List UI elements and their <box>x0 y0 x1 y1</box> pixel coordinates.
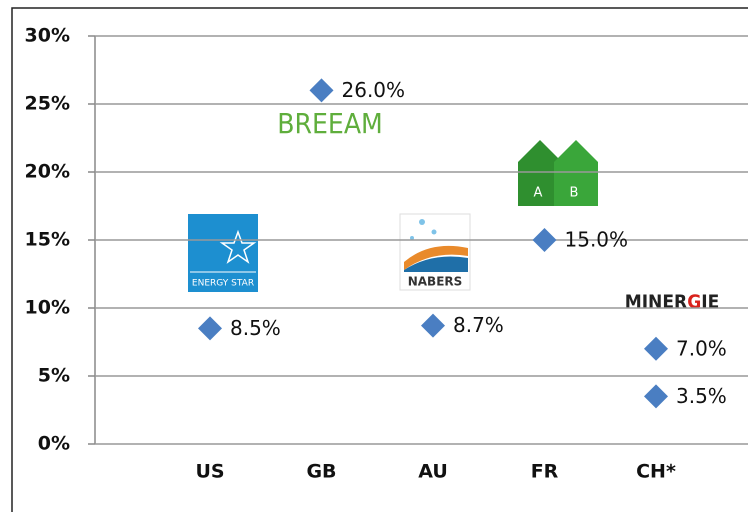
frame <box>11 7 748 512</box>
y-tick-label: 20% <box>25 161 70 183</box>
logo-text: B <box>570 186 579 201</box>
logo-swoosh <box>404 256 468 272</box>
breeam-logo: BREEAM <box>277 107 383 140</box>
y-tick-label: 25% <box>25 93 70 115</box>
point <box>644 384 668 409</box>
logo-dot <box>431 229 437 235</box>
house <box>554 140 598 206</box>
logo-text: NABERS <box>408 275 463 289</box>
x-tick-label: US <box>195 461 224 483</box>
logo-text: G <box>687 291 701 313</box>
value-label: 3.5% <box>676 384 727 408</box>
x-tick-label: AU <box>418 461 448 483</box>
point <box>198 316 222 341</box>
x-tick-label: CH* <box>636 461 676 483</box>
y-tick-label: 15% <box>25 229 70 251</box>
y-tick-label: 5% <box>38 365 70 387</box>
value-label: 8.7% <box>453 313 504 337</box>
point <box>309 78 334 103</box>
logo-text: IE <box>701 291 719 313</box>
logo-text: A <box>534 186 543 201</box>
point <box>644 336 668 361</box>
logo-box <box>188 214 258 292</box>
x-tick-label: GB <box>306 461 336 483</box>
house <box>518 140 562 206</box>
value-label: 8.5% <box>230 316 281 340</box>
y-tick-label: 30% <box>25 25 70 47</box>
y-tick-label: 0% <box>38 433 70 455</box>
nabers-logo: NABERS <box>399 213 471 291</box>
minergie-logo: MINERGIE <box>625 291 720 313</box>
point <box>421 313 445 338</box>
logo-dot <box>410 236 414 240</box>
x-tick-label: FR <box>531 461 559 483</box>
logo-text: ENERGY STAR <box>192 279 254 289</box>
logo-star <box>219 229 257 264</box>
energy-star-logo: ENERGY STAR <box>188 214 258 292</box>
value-label: 15.0% <box>565 228 629 252</box>
y-tick-label: 10% <box>25 297 70 319</box>
point <box>532 228 557 252</box>
value-label: 7.0% <box>676 336 727 360</box>
logo-dot <box>419 219 425 225</box>
logo-text: MINER <box>625 291 688 313</box>
value-label: 26.0% <box>342 78 406 102</box>
dpe-logo: A B <box>518 140 598 206</box>
logo-swoosh <box>404 245 468 270</box>
